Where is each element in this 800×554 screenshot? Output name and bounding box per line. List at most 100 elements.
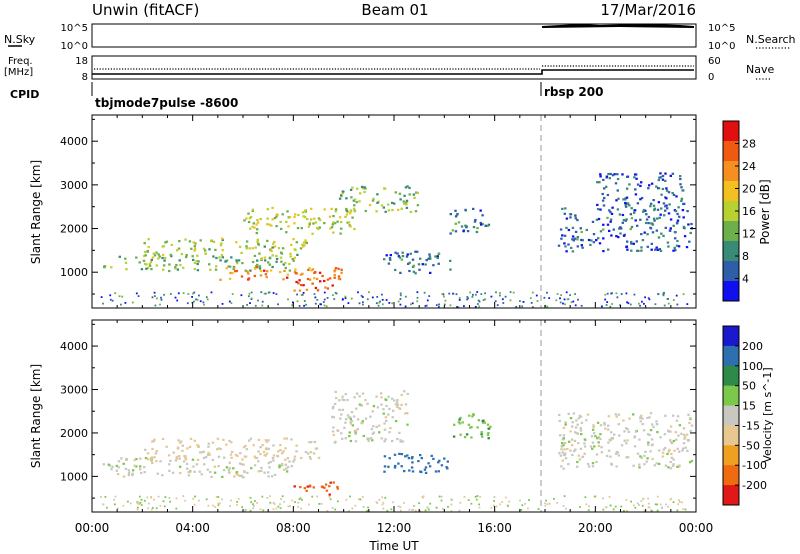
echo-cell-r8 xyxy=(635,240,638,243)
ground-scatter-cell xyxy=(519,300,521,302)
ground-scatter-cell xyxy=(651,510,653,512)
velocity-scatter xyxy=(100,390,694,512)
echo-cell-r1 xyxy=(293,455,297,458)
echo-cell-r8 xyxy=(625,218,628,221)
colorbar-tick-label: 16 xyxy=(742,205,756,218)
ground-scatter-cell xyxy=(124,302,127,304)
echo-cell-r8 xyxy=(560,237,563,240)
echo-cell-r6 xyxy=(610,462,613,465)
echo-cell-r0 xyxy=(131,474,134,477)
echo-cell-r4 xyxy=(330,207,333,210)
echo-cell-r0 xyxy=(228,461,231,464)
echo-cell-r7 xyxy=(481,214,484,217)
echo-cell-r8 xyxy=(576,236,579,239)
echo-cell-r6 xyxy=(595,460,598,464)
echo-cell-r1 xyxy=(277,450,280,453)
echo-cell-r1 xyxy=(282,450,285,453)
echo-cell-r6 xyxy=(579,427,582,430)
echo-cell-r6 xyxy=(603,421,606,424)
echo-cell-r5 xyxy=(470,436,473,439)
echo-cell-r4 xyxy=(311,232,314,235)
echo-cell-r9 xyxy=(639,184,642,188)
ground-scatter-cell xyxy=(386,509,389,512)
velocity-y-label: Slant Range [km] xyxy=(29,364,43,468)
echo-cell-r1 xyxy=(143,250,147,254)
echo-cell-r9 xyxy=(668,203,671,206)
echo-cell-r0 xyxy=(163,256,167,260)
echo-cell-r3 xyxy=(370,428,373,431)
echo-cell-r9 xyxy=(626,202,630,205)
echo-cell-r8 xyxy=(649,226,652,229)
echo-cell-r1 xyxy=(181,449,184,452)
echo-cell-r4 xyxy=(308,221,311,224)
echo-cell-r1 xyxy=(214,248,217,251)
echo-cell-r6 xyxy=(625,456,628,459)
colorbar-tick-label: 8 xyxy=(742,250,749,263)
echo-cell-r4 xyxy=(266,217,269,220)
echo-cell-r3 xyxy=(404,403,408,406)
echo-cell-r6 xyxy=(653,464,656,467)
echo-cell-r3 xyxy=(343,426,346,429)
ground-scatter-cell xyxy=(111,299,114,302)
echo-cell-r6 xyxy=(398,256,402,259)
echo-cell-r0 xyxy=(143,262,147,265)
echo-cell-r4 xyxy=(318,218,322,222)
echo-cell-r1 xyxy=(181,444,184,447)
echo-cell-r1 xyxy=(253,455,256,458)
echo-cell-r0 xyxy=(124,467,128,470)
echo-cell-r1 xyxy=(241,458,244,461)
echo-cell-r4 xyxy=(276,213,279,217)
echo-cell-r5 xyxy=(483,421,486,424)
echo-cell-r7 xyxy=(479,221,482,225)
echo-cell-r8 xyxy=(658,216,661,219)
echo-cell-r9 xyxy=(624,205,628,208)
colorbar-swatch xyxy=(723,241,739,262)
ground-scatter-cell xyxy=(174,296,177,299)
ground-scatter-cell xyxy=(159,303,161,306)
echo-cell-r1 xyxy=(146,458,150,461)
ground-scatter-cell xyxy=(379,300,381,303)
power-frame xyxy=(91,114,697,309)
echo-cell-r6 xyxy=(600,446,603,449)
echo-cell-r0 xyxy=(268,263,271,266)
ground-scatter-cell xyxy=(301,498,303,501)
echo-cell-r6 xyxy=(434,255,437,258)
echo-cell-r6 xyxy=(686,438,690,441)
echo-cell-r9 xyxy=(622,198,625,201)
ground-scatter-cell xyxy=(639,304,641,307)
echo-cell-r8 xyxy=(630,207,633,210)
ground-scatter-cell xyxy=(206,298,209,301)
echo-cell-r1 xyxy=(273,245,277,248)
echo-cell-r1 xyxy=(236,454,239,457)
echo-cell-r9 xyxy=(671,192,674,195)
echo-cell-r1 xyxy=(204,456,208,459)
echo-cell-r8 xyxy=(595,239,598,242)
echo-cell-r5 xyxy=(380,204,384,207)
ground-scatter-cell xyxy=(490,506,493,509)
echo-cell-r1 xyxy=(204,249,207,252)
ground-scatter-cell xyxy=(203,303,205,306)
sky-right-tick-bottom: 10^0 xyxy=(708,41,735,52)
echo-cell-r0 xyxy=(217,465,220,468)
echo-cell-r1 xyxy=(153,254,157,257)
echo-cell-r9 xyxy=(628,204,631,207)
echo-cell-r0 xyxy=(251,260,255,264)
echo-cell-r8 xyxy=(581,246,584,249)
echo-cell-r6 xyxy=(576,465,579,468)
echo-cell-r3 xyxy=(362,434,365,438)
echo-cell-r9 xyxy=(636,183,640,186)
ground-scatter-cell xyxy=(438,303,440,306)
ground-scatter-cell xyxy=(553,498,555,500)
ground-scatter-cell xyxy=(676,509,679,512)
echo-cell-r0 xyxy=(260,257,264,260)
ground-scatter-cell xyxy=(609,305,612,308)
ground-scatter-cell xyxy=(252,507,254,510)
echo-cell-r5 xyxy=(481,435,484,438)
ground-scatter-cell xyxy=(484,298,487,301)
ground-scatter-cell xyxy=(212,504,214,507)
ground-scatter-cell xyxy=(319,303,322,306)
echo-cell-r6 xyxy=(571,425,574,428)
echo-cell-r0 xyxy=(273,473,277,476)
echo-cell-r0 xyxy=(267,462,270,465)
ground-scatter-cell xyxy=(679,501,681,503)
